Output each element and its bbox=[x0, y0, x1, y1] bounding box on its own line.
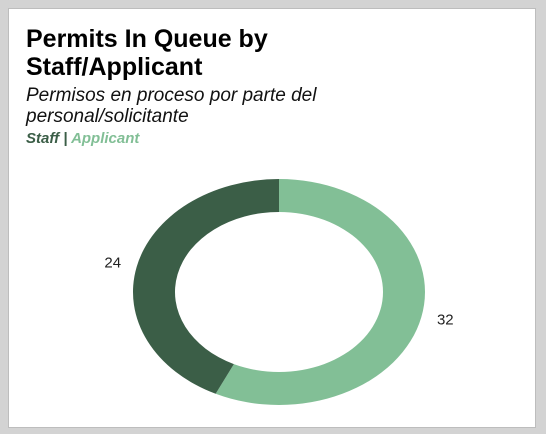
legend-entry: Applicant bbox=[71, 130, 140, 147]
chart-card: Permits In Queue by Staff/Applicant Perm… bbox=[8, 8, 536, 428]
donut-slice bbox=[215, 179, 425, 405]
data-label: 32 bbox=[437, 312, 454, 329]
donut-slice bbox=[132, 178, 279, 394]
legend-entry: Staff bbox=[26, 130, 60, 147]
legend: Staff | Applicant bbox=[26, 130, 139, 147]
data-label: 24 bbox=[104, 254, 121, 271]
chart-subtitle: Permisos en proceso por parte del person… bbox=[26, 85, 317, 127]
legend-separator: | bbox=[63, 130, 68, 147]
chart-title: Permits In Queue by Staff/Applicant bbox=[26, 25, 268, 81]
